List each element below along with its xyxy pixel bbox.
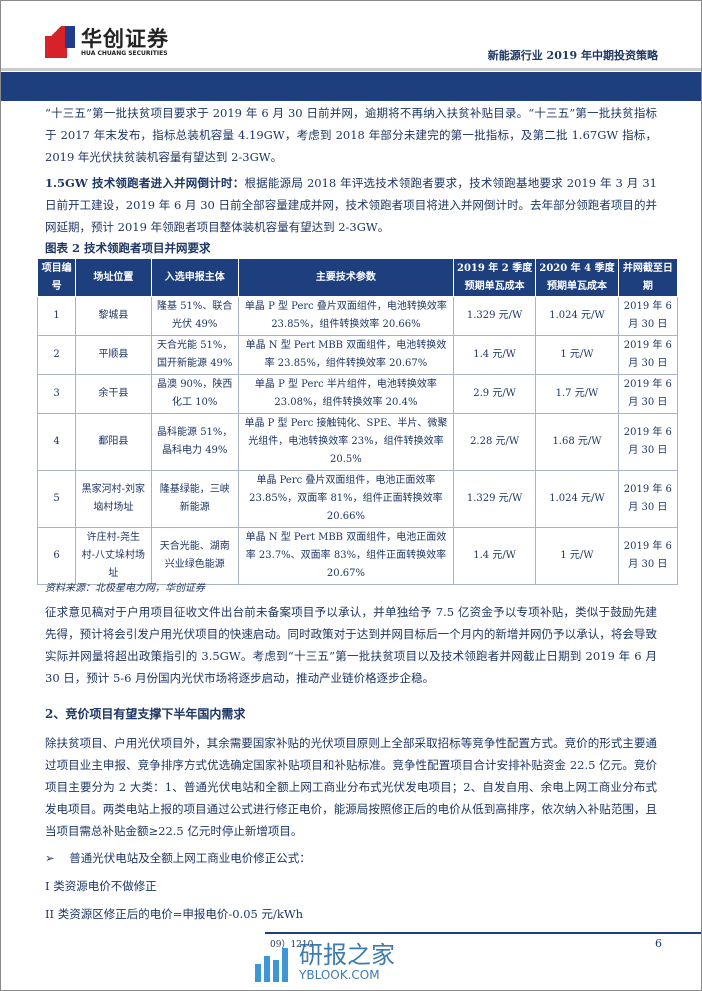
bullet-item: ➢ 普通光伏电站及全额上网工商业电价修正公式：	[45, 847, 657, 869]
column-header: 项目编号	[36, 258, 77, 297]
table-row: 5 黑家河村-刘家垴村场址 隆基绿能，三峡新能源 单晶 Perc 叠片双面组件，电池正…	[36, 470, 679, 528]
table-cell: 1 元/W	[535, 335, 619, 375]
paragraph-lead: 1.5GW 技术领跑者进入并网倒计时：	[45, 176, 245, 190]
table-cell: 1.68 元/W	[535, 413, 619, 471]
table-cell: 单晶 Perc 叠片双面组件，电池正面效率 23.85%，双面率 81%，组件正…	[237, 470, 454, 528]
table-cell: 2.9 元/W	[452, 374, 537, 414]
watermark-cn: 研报之家	[299, 941, 395, 969]
paragraph-bidding: 除扶贫项目、户用光伏项目外，其余需要国家补贴的光伏项目原则上全部采取招标等竞争性…	[45, 736, 657, 838]
section-heading: 2、竞价项目有望支撑下半年国内需求	[45, 707, 246, 721]
table-row: 1 黎城县 隆基 51%、联合光伏 49% 单晶 P 型 Perc 叠片双面组件，电池…	[36, 296, 679, 336]
table-row: 4 鄱阳县 晶科能源 51%，晶科电力 49% 单晶 P 型 Perc 接触钝化、SP…	[36, 413, 679, 471]
paragraph-household: 征求意见稿对于户用项目征收文件出台前未备案项目予以承认，并单独给予 7.5 亿资…	[45, 605, 657, 685]
table-cell: 2	[36, 335, 77, 375]
report-title: 新能源行业 2019 年中期投资策略	[487, 49, 658, 62]
table-cell: 鄱阳县	[75, 413, 152, 471]
table-cell: 隆基 51%、联合光伏 49%	[150, 296, 239, 336]
bullet-icon: ➢	[45, 851, 55, 865]
table-cell: 1.024 元/W	[535, 296, 619, 336]
table-cell: 5	[36, 470, 77, 528]
column-header: 入选申报主体	[150, 258, 239, 297]
table-caption: 图表 2 技术领跑者项目并网要求	[45, 241, 211, 255]
table-cell: 晶科能源 51%，晶科电力 49%	[150, 413, 239, 471]
watermark-en: YBLOOK.COM	[299, 968, 380, 982]
table-row: 2 平顺县 天合光能 51%，国开新能源 49% 单晶 N 型 Pert MBB 双面…	[36, 335, 679, 375]
table-header-row: 项目编号 场址位置 入选申报主体 主要技术参数 2019 年 2 季度预期单瓦成本 202…	[36, 258, 679, 297]
table-cell: 1.7 元/W	[535, 374, 619, 414]
table-cell: 余干县	[75, 374, 152, 414]
header-divider	[1, 68, 701, 71]
table-cell: 天合光能、湖南兴业绿色能源	[150, 527, 239, 585]
paragraph-leader: 1.5GW 技术领跑者进入并网倒计时：根据能源局 2018 年评选技术领跑者要求…	[45, 172, 657, 238]
table-cell: 2019 年 6 月 30 日	[617, 527, 679, 585]
paragraph-text: 根据能源局 2018 年评选技术领跑者要求，技术领跑基地要求 2019 年 3 …	[45, 176, 657, 234]
table-cell: 1.329 元/W	[452, 296, 537, 336]
table-cell: 单晶 N 型 Pert MBB 双面组件，电池正面效率 23.7%、双面率 83…	[237, 527, 454, 585]
table-row: 3 余干县 晶澳 90%，陕西化工 10% 单晶 P 型 Perc 半片组件，电池转换…	[36, 374, 679, 414]
table-row: 6 许庄村-尧生村-八丈垛村场址 天合光能、湖南兴业绿色能源 单晶 N 型 Pert …	[36, 527, 679, 585]
column-header: 主要技术参数	[237, 258, 454, 297]
column-header: 并网截至日期	[617, 258, 679, 297]
bullet-text: 普通光伏电站及全额上网工商业电价修正公式：	[69, 851, 311, 865]
column-header: 2020 年 4 季度预期单瓦成本	[535, 258, 619, 297]
column-header: 场址位置	[75, 258, 152, 297]
logo-cn: 华创证券	[81, 26, 169, 51]
watermark: 研报之家 YBLOOK.COM	[255, 942, 395, 982]
table-cell: 天合光能 51%，国开新能源 49%	[150, 335, 239, 375]
table-cell: 黑家河村-刘家垴村场址	[75, 470, 152, 528]
paragraph-poverty: “十三五”第一批扶贫项目要求于 2019 年 6 月 30 日前并网，逾期将不再…	[45, 106, 657, 164]
header-bar	[1, 72, 701, 101]
table-cell: 1 元/W	[535, 527, 619, 585]
leader-table: 项目编号 场址位置 入选申报主体 主要技术参数 2019 年 2 季度预期单瓦成本 202…	[36, 258, 679, 585]
table-cell: 2019 年 6 月 30 日	[617, 413, 679, 471]
table-cell: 平顺县	[75, 335, 152, 375]
column-header: 2019 年 2 季度预期单瓦成本	[452, 258, 537, 297]
table-cell: 6	[36, 527, 77, 585]
table-cell: 许庄村-尧生村-八丈垛村场址	[75, 527, 152, 585]
table-cell: 1.329 元/W	[452, 470, 537, 528]
table-cell: 2019 年 6 月 30 日	[617, 470, 679, 528]
watermark-chart-icon	[255, 942, 293, 982]
table-cell: 1.4 元/W	[452, 335, 537, 375]
table-cell: 2019 年 6 月 30 日	[617, 374, 679, 414]
table-cell: 晶澳 90%，陕西化工 10%	[150, 374, 239, 414]
formula-line-2: II 类资源区修正后的电价=申报电价-0.05 元/kWh	[45, 907, 304, 921]
footer-divider	[265, 932, 701, 934]
table-cell: 2019 年 6 月 30 日	[617, 296, 679, 336]
table-cell: 单晶 P 型 Perc 接触钝化、SPE、半片、微聚光组件，电池转换效率 23%…	[237, 413, 454, 471]
table-cell: 3	[36, 374, 77, 414]
table-cell: 1	[36, 296, 77, 336]
table-cell: 单晶 P 型 Perc 叠片双面组件，电池转换效率 23.85%，组件转换效率 …	[237, 296, 454, 336]
page-number: 6	[655, 937, 662, 950]
table-cell: 隆基绿能，三峡新能源	[150, 470, 239, 528]
table-cell: 4	[36, 413, 77, 471]
formula-line-1: I 类资源电价不做修正	[45, 879, 157, 893]
table-cell: 2019 年 6 月 30 日	[617, 335, 679, 375]
table-cell: 1.024 元/W	[535, 470, 619, 528]
table-cell: 黎城县	[75, 296, 152, 336]
logo-icon	[45, 26, 75, 58]
footer-fragment: 09）1210	[270, 940, 314, 950]
table-cell: 1.4 元/W	[452, 527, 537, 585]
table-cell: 2.28 元/W	[452, 413, 537, 471]
company-logo: 华创证券 HUA CHUANG SECURITIES	[45, 26, 169, 58]
table-source: 资料来源：北极星电力网，华创证券	[45, 583, 205, 594]
logo-en: HUA CHUANG SECURITIES	[81, 49, 168, 57]
table-cell: 单晶 N 型 Pert MBB 双面组件，电池转换效率 23.85%，组件转换效…	[237, 335, 454, 375]
table-cell: 单晶 P 型 Perc 半片组件，电池转换效率 23.08%，组件转换效率 20…	[237, 374, 454, 414]
